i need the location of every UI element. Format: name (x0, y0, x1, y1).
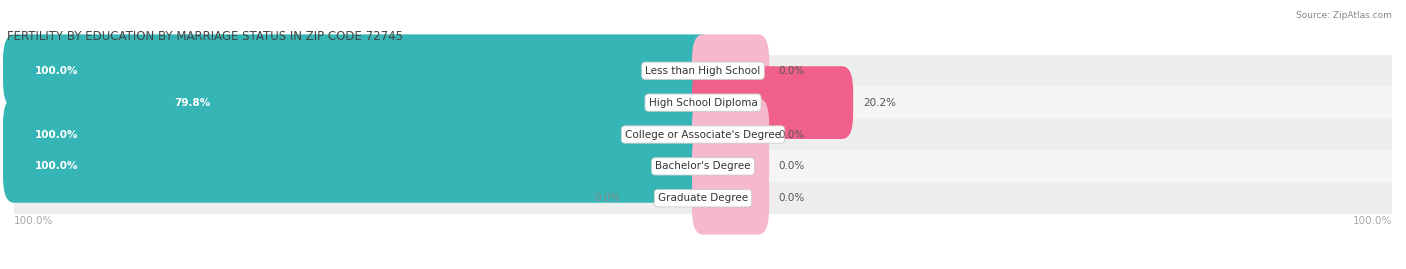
FancyBboxPatch shape (3, 34, 714, 107)
Text: 100.0%: 100.0% (35, 161, 79, 171)
Text: Graduate Degree: Graduate Degree (658, 193, 748, 203)
Text: 100.0%: 100.0% (14, 215, 53, 226)
FancyBboxPatch shape (692, 130, 769, 203)
Bar (14, 55, 1392, 87)
Text: 20.2%: 20.2% (863, 98, 896, 108)
Text: 79.8%: 79.8% (174, 98, 209, 108)
Bar (14, 87, 1392, 119)
Text: 0.0%: 0.0% (779, 66, 806, 76)
Text: 100.0%: 100.0% (1353, 215, 1392, 226)
FancyBboxPatch shape (692, 34, 769, 107)
Text: 100.0%: 100.0% (35, 66, 79, 76)
Bar (14, 119, 1392, 150)
Text: 0.0%: 0.0% (595, 193, 620, 203)
Text: FERTILITY BY EDUCATION BY MARRIAGE STATUS IN ZIP CODE 72745: FERTILITY BY EDUCATION BY MARRIAGE STATU… (7, 30, 404, 43)
FancyBboxPatch shape (692, 66, 853, 139)
Text: College or Associate's Degree: College or Associate's Degree (626, 129, 780, 140)
Text: 0.0%: 0.0% (779, 193, 806, 203)
FancyBboxPatch shape (3, 130, 714, 203)
Text: High School Diploma: High School Diploma (648, 98, 758, 108)
FancyBboxPatch shape (692, 162, 769, 235)
Text: Less than High School: Less than High School (645, 66, 761, 76)
Text: 100.0%: 100.0% (35, 129, 79, 140)
Text: 0.0%: 0.0% (779, 129, 806, 140)
FancyBboxPatch shape (3, 98, 714, 171)
Text: Source: ZipAtlas.com: Source: ZipAtlas.com (1296, 11, 1392, 20)
Text: 0.0%: 0.0% (779, 161, 806, 171)
FancyBboxPatch shape (142, 66, 714, 139)
Text: Bachelor's Degree: Bachelor's Degree (655, 161, 751, 171)
Bar (14, 182, 1392, 214)
Bar (14, 150, 1392, 182)
FancyBboxPatch shape (692, 98, 769, 171)
